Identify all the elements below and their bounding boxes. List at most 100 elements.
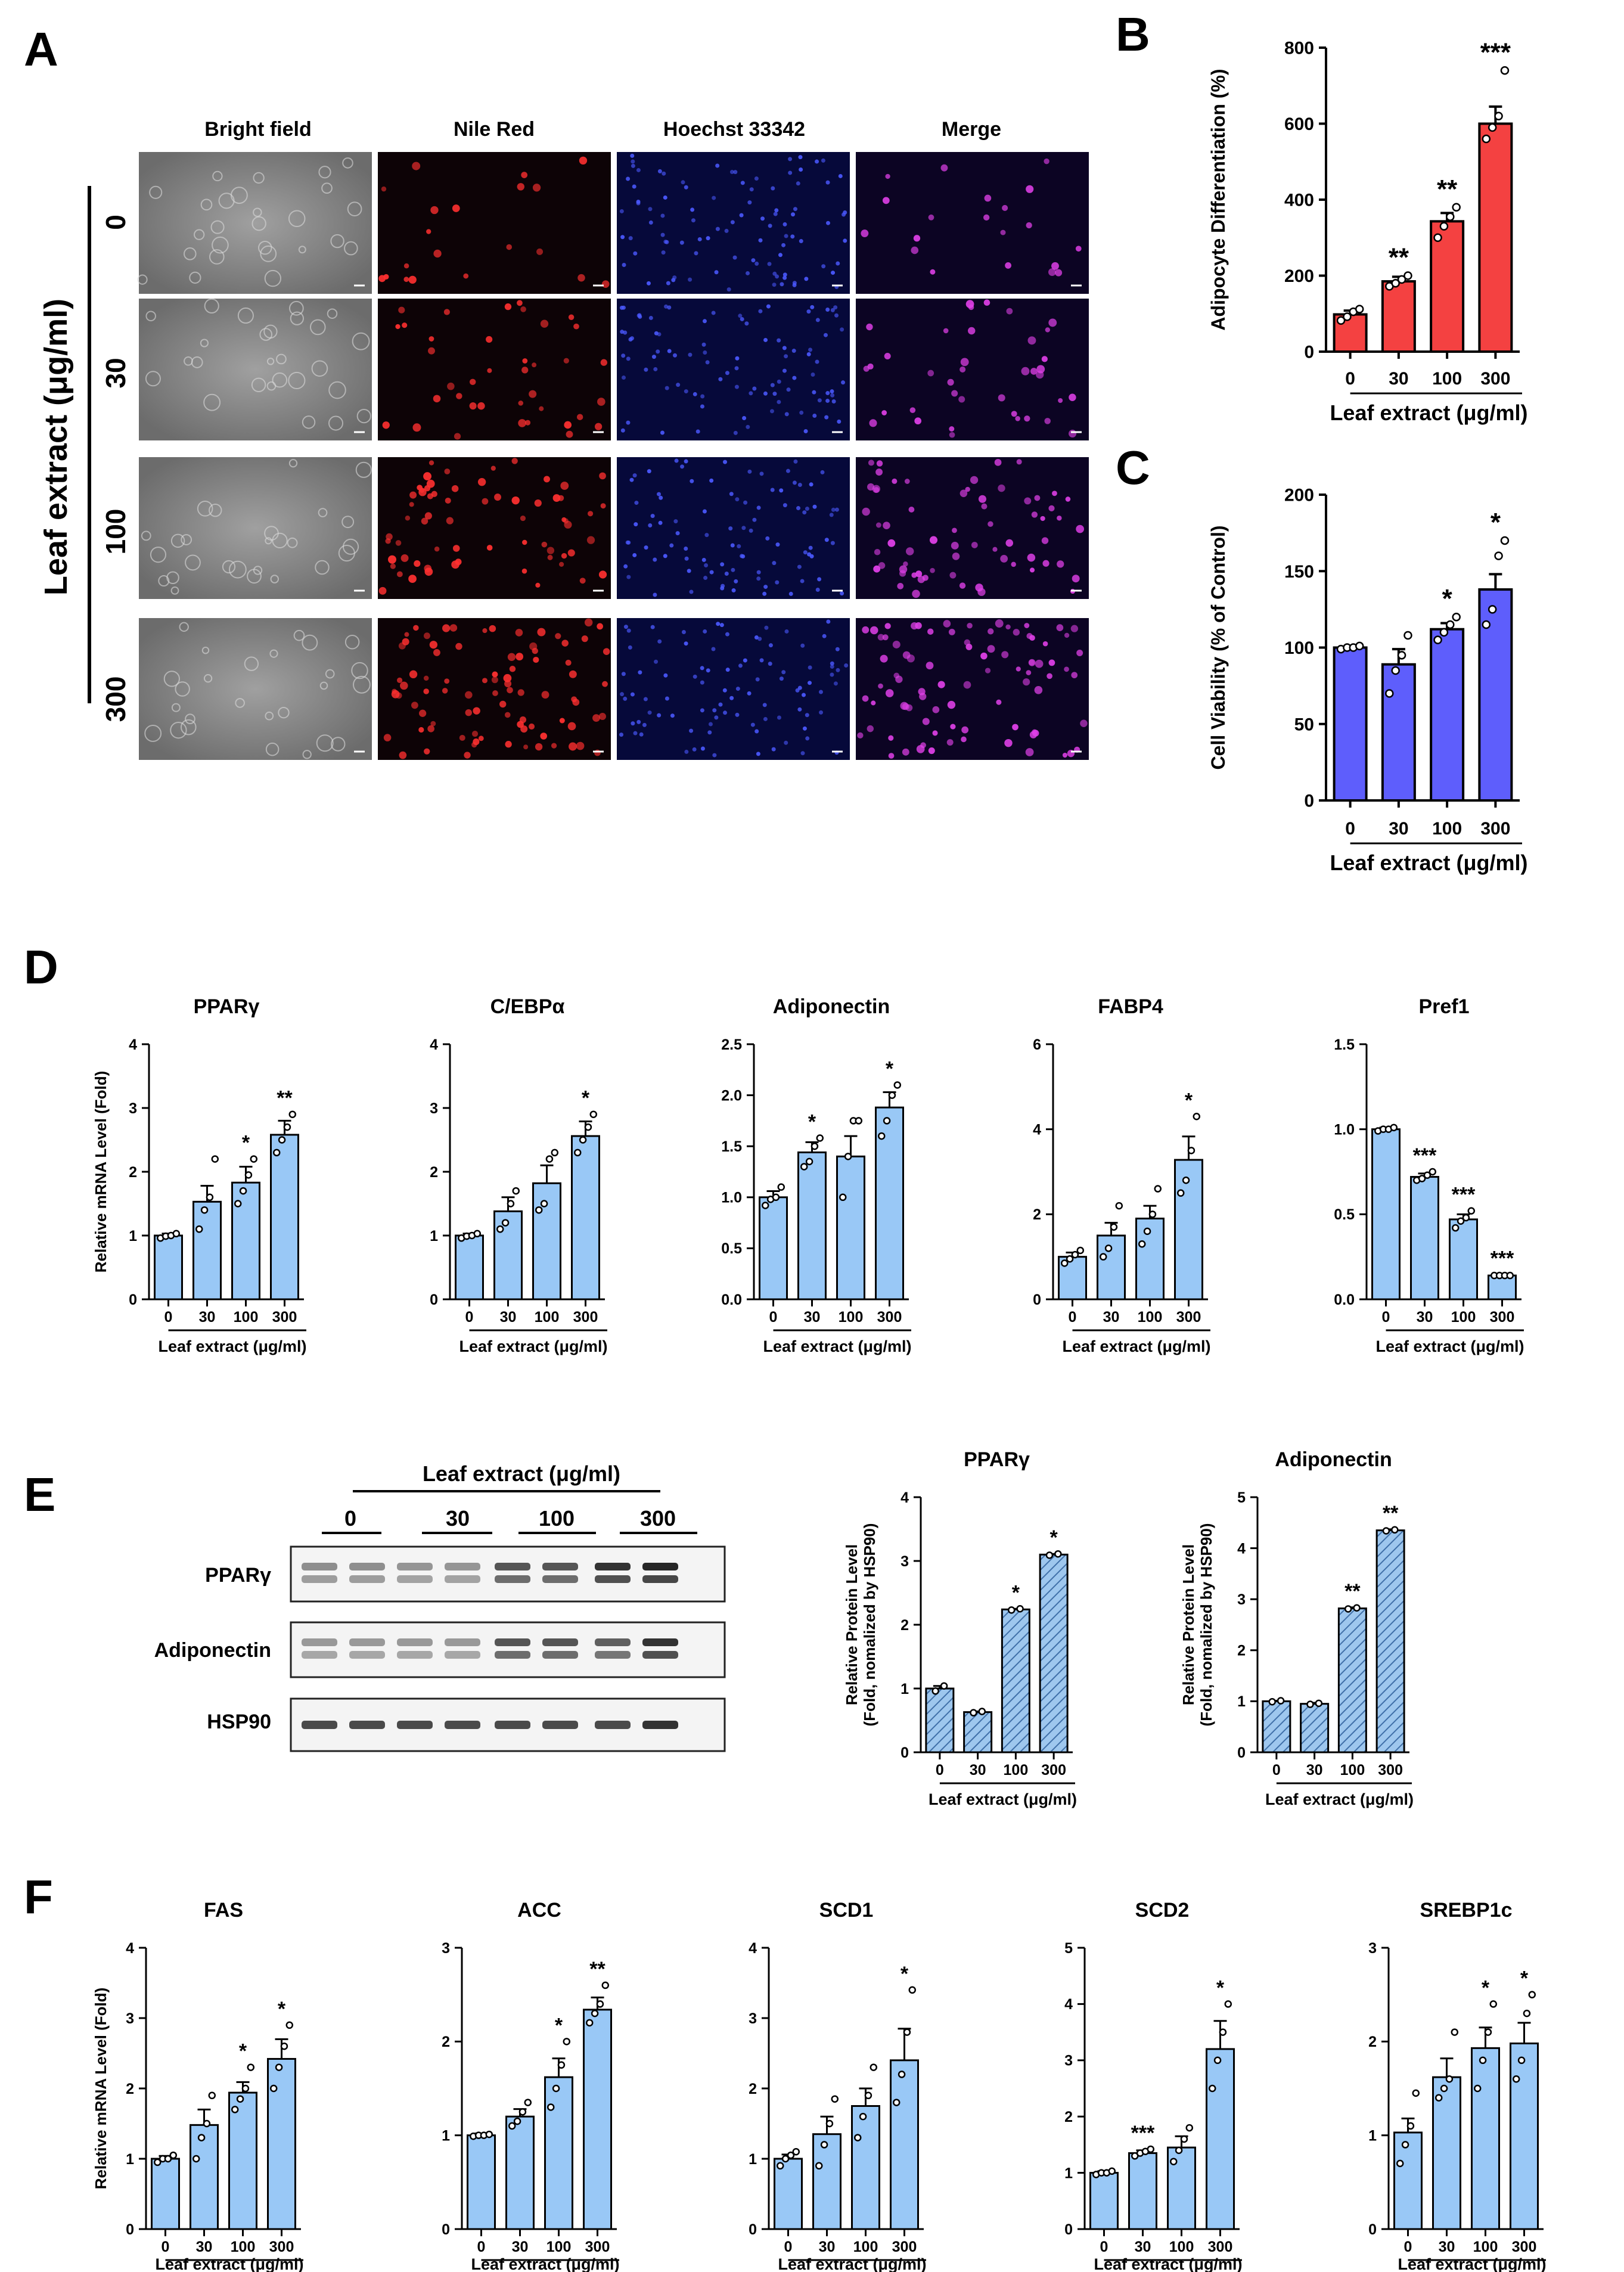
cell-mark bbox=[564, 421, 572, 429]
cell-mark bbox=[650, 625, 655, 629]
cell-mark bbox=[623, 625, 628, 629]
cell-mark bbox=[1062, 752, 1068, 758]
category-tick-label: 30 bbox=[500, 1309, 517, 1326]
y-tick-label: 4 bbox=[1237, 1540, 1246, 1557]
data-point bbox=[1185, 2124, 1194, 2132]
cell-mark bbox=[520, 516, 526, 522]
cell-mark bbox=[507, 687, 513, 694]
category-tick-label: 0 bbox=[465, 1309, 474, 1326]
cell-mark bbox=[950, 724, 956, 730]
cell-mark bbox=[592, 714, 600, 722]
cell-mark bbox=[767, 262, 772, 266]
cell-mark bbox=[396, 677, 403, 684]
cell-mark bbox=[276, 353, 287, 365]
cell-mark bbox=[981, 503, 988, 510]
cell-mark bbox=[961, 726, 969, 734]
cell-mark bbox=[569, 742, 577, 751]
cell-mark bbox=[815, 359, 819, 364]
cell-mark bbox=[834, 313, 839, 318]
data-point bbox=[1277, 1697, 1285, 1705]
cell-mark bbox=[191, 356, 203, 368]
cell-mark bbox=[576, 741, 585, 750]
cell-mark bbox=[834, 507, 839, 512]
y-axis-label: Cell Viability (% of Control) bbox=[1207, 525, 1229, 769]
cell-mark bbox=[390, 563, 396, 569]
bar bbox=[228, 2091, 257, 2230]
cell-mark bbox=[992, 547, 998, 552]
bar bbox=[1430, 628, 1465, 802]
cell-mark bbox=[897, 582, 904, 589]
data-point bbox=[172, 1230, 181, 1238]
cell-mark bbox=[237, 307, 254, 324]
panel-label-a: A bbox=[24, 23, 58, 76]
cell-mark bbox=[730, 220, 735, 225]
data-point bbox=[1482, 620, 1491, 629]
cell-mark bbox=[764, 625, 769, 630]
cell-mark bbox=[863, 365, 870, 372]
cell-mark bbox=[328, 415, 344, 431]
data-point bbox=[1147, 2145, 1155, 2153]
data-point bbox=[978, 1708, 986, 1715]
category-tick-label: 100 bbox=[1340, 1762, 1365, 1779]
cell-mark bbox=[697, 237, 702, 241]
cell-mark bbox=[540, 319, 549, 328]
data-point bbox=[1473, 2084, 1482, 2093]
data-point bbox=[512, 1187, 520, 1195]
cell-mark bbox=[1045, 327, 1051, 333]
cell-mark bbox=[887, 539, 896, 547]
cell-mark bbox=[892, 478, 898, 484]
y-tick-label: 0.0 bbox=[1334, 1292, 1355, 1308]
data-point bbox=[1180, 2135, 1188, 2143]
cell-mark bbox=[809, 482, 813, 487]
cell-mark bbox=[874, 549, 881, 555]
cell-mark bbox=[817, 577, 822, 582]
data-point bbox=[1440, 2084, 1448, 2093]
cell-mark bbox=[634, 522, 638, 527]
cell-mark bbox=[210, 220, 225, 234]
data-point bbox=[1445, 2075, 1454, 2083]
cell-mark bbox=[795, 688, 800, 693]
cell-mark bbox=[968, 304, 974, 311]
cell-mark bbox=[960, 358, 969, 367]
category-tick-label: 100 bbox=[839, 1309, 864, 1326]
data-point bbox=[1494, 551, 1503, 560]
cell-mark bbox=[1064, 666, 1069, 672]
cell-mark bbox=[998, 394, 1005, 402]
blot-band bbox=[542, 1563, 578, 1570]
data-point bbox=[1391, 666, 1400, 675]
cell-mark bbox=[722, 688, 727, 693]
cell-mark bbox=[797, 564, 802, 569]
cell-mark bbox=[631, 721, 635, 726]
data-point bbox=[1401, 2141, 1409, 2149]
cell-mark bbox=[807, 552, 812, 557]
micrograph-tile bbox=[378, 299, 611, 440]
cell-mark bbox=[734, 579, 738, 583]
category-tick-label: 300 bbox=[1041, 1762, 1066, 1779]
cell-mark bbox=[734, 384, 739, 389]
cell-mark bbox=[1024, 623, 1030, 628]
data-point bbox=[200, 1206, 209, 1214]
cell-mark bbox=[775, 580, 780, 585]
cell-mark bbox=[663, 195, 667, 200]
blot-band bbox=[397, 1721, 433, 1729]
cell-mark bbox=[781, 670, 786, 675]
cell-mark bbox=[911, 622, 918, 630]
cell-mark bbox=[204, 298, 219, 314]
cell-mark bbox=[672, 275, 677, 280]
cell-mark bbox=[837, 419, 842, 424]
cell-mark bbox=[876, 460, 883, 467]
cell-mark bbox=[1072, 575, 1080, 583]
y-tick-label: 1.5 bbox=[1334, 1036, 1355, 1053]
cell-mark bbox=[774, 208, 779, 213]
cell-mark bbox=[735, 497, 740, 502]
cell-mark bbox=[667, 305, 672, 310]
data-point bbox=[892, 2099, 901, 2106]
bar bbox=[544, 2076, 573, 2230]
data-point bbox=[792, 2147, 800, 2156]
data-point bbox=[908, 1986, 917, 1994]
cell-mark bbox=[884, 623, 891, 629]
bar bbox=[1206, 2048, 1235, 2230]
micrograph-tile bbox=[139, 618, 372, 760]
cell-mark bbox=[738, 663, 743, 668]
cell-mark bbox=[648, 207, 653, 212]
